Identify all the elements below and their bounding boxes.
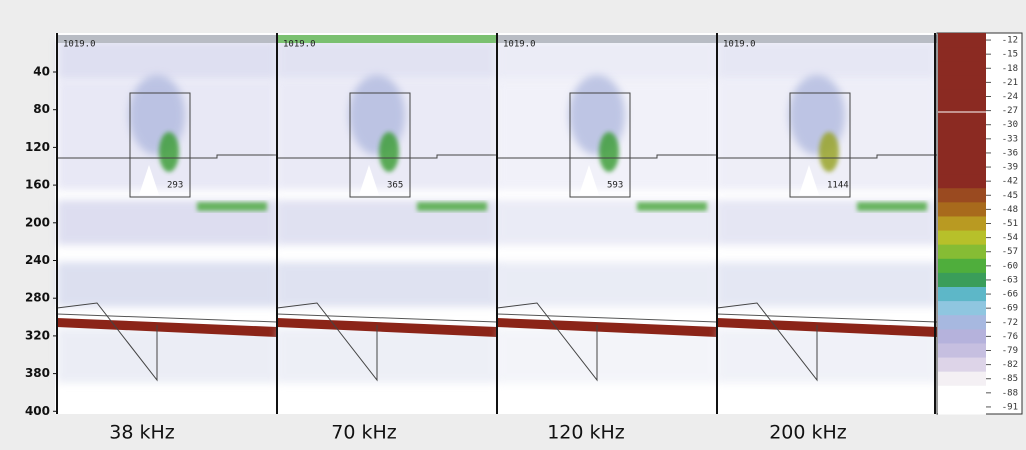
scale-swatch (938, 386, 986, 401)
scale-swatch (938, 343, 986, 358)
scale-label: -63 (1002, 275, 1018, 285)
box-value: 1144 (827, 181, 849, 191)
scale-swatch (938, 160, 986, 175)
scale-swatch (938, 315, 986, 330)
scale-label: -27 (1002, 106, 1018, 116)
depth-label: 40 (33, 65, 50, 79)
near-bottom-layer (277, 262, 497, 307)
panel-header: 1019.0 (63, 40, 96, 50)
near-bottom-layer (717, 262, 937, 307)
green-band (417, 202, 487, 211)
scale-label: -88 (1002, 388, 1018, 398)
scale-label: -24 (1002, 92, 1018, 102)
scale-swatch (938, 146, 986, 161)
fish-school (599, 132, 619, 172)
depth-label: 240 (25, 253, 50, 267)
frequency-label: 38 kHz (109, 422, 175, 444)
scale-swatch (938, 75, 986, 90)
sub-bottom (57, 328, 277, 383)
scale-label: -48 (1002, 205, 1018, 215)
scale-label: -33 (1002, 134, 1018, 144)
scale-label: -54 (1002, 233, 1018, 243)
scale-label: -45 (1002, 191, 1018, 201)
echogram-panel: 1019.0 593 (497, 33, 717, 414)
near-bottom-layer (497, 262, 717, 307)
echogram-panel: 1019.0 1144 (717, 33, 937, 414)
depth-label: 320 (25, 328, 50, 342)
scale-label: -66 (1002, 290, 1018, 300)
frequency-label: 120 kHz (547, 422, 625, 444)
box-value: 365 (387, 181, 403, 191)
scale-swatch (938, 372, 986, 387)
depth-label: 80 (33, 102, 50, 116)
scale-swatch (938, 188, 986, 203)
scale-label: -30 (1002, 120, 1018, 130)
scale-swatch (938, 259, 986, 274)
near-bottom-layer (57, 262, 277, 307)
scale-label: -85 (1002, 374, 1018, 384)
scale-swatch (938, 33, 986, 48)
frequency-label: 200 kHz (769, 422, 847, 444)
scale-swatch (938, 174, 986, 189)
scale-label: -82 (1002, 360, 1018, 370)
box-value: 593 (607, 181, 623, 191)
scale-swatch (938, 202, 986, 217)
scale-label: -21 (1002, 78, 1018, 88)
scale-label: -42 (1002, 177, 1018, 187)
scale-swatch (938, 301, 986, 316)
echogram-panel: 1019.0 365 (277, 33, 497, 414)
scale-label: -18 (1002, 64, 1018, 74)
figure: 1019.029338 kHz1019.036570 kHz1019.05931… (0, 0, 1026, 450)
fish-school (379, 132, 399, 172)
echogram-panel: 1019.0 293 (57, 33, 277, 414)
depth-label: 380 (25, 366, 50, 380)
scale-swatch (938, 118, 986, 133)
box-value: 293 (167, 181, 183, 191)
green-band (857, 202, 927, 211)
scale-label: -76 (1002, 332, 1018, 342)
scale-swatch (938, 231, 986, 246)
scale-swatch (938, 358, 986, 373)
scale-swatch (938, 273, 986, 288)
scale-label: -12 (1002, 36, 1018, 46)
scale-label: -69 (1002, 304, 1018, 314)
panel-header: 1019.0 (503, 40, 536, 50)
scale-label: -72 (1002, 318, 1018, 328)
scale-swatch (938, 216, 986, 231)
depth-label: 200 (25, 215, 50, 229)
scale-swatch (938, 329, 986, 344)
scale-swatch (938, 89, 986, 104)
fish-school (819, 132, 839, 172)
sub-bottom (497, 328, 717, 383)
scale-label: -36 (1002, 148, 1018, 158)
scale-label: -51 (1002, 219, 1018, 229)
green-band (197, 202, 267, 211)
frequency-label: 70 kHz (331, 422, 397, 444)
depth-label: 120 (25, 140, 50, 154)
depth-label: 400 (25, 404, 50, 418)
scale-swatch (938, 132, 986, 147)
scale-label: -91 (1002, 402, 1018, 412)
scale-swatch (938, 104, 986, 119)
scale-label: -57 (1002, 247, 1018, 257)
scale-label: -39 (1002, 163, 1018, 173)
sub-bottom (277, 328, 497, 383)
sub-bottom (717, 328, 937, 383)
scale-swatch (938, 61, 986, 76)
scale-swatch (938, 400, 986, 415)
scale-swatch (938, 47, 986, 62)
depth-label: 280 (25, 291, 50, 305)
scale-swatch (938, 287, 986, 302)
panel-header: 1019.0 (723, 40, 756, 50)
depth-label: 160 (25, 178, 50, 192)
scale-label: -79 (1002, 346, 1018, 356)
panel-header: 1019.0 (283, 40, 316, 50)
scale-swatch (938, 245, 986, 260)
fish-school (159, 132, 179, 172)
scale-label: -15 (1002, 50, 1018, 60)
green-band (637, 202, 707, 211)
scale-label: -60 (1002, 261, 1018, 271)
